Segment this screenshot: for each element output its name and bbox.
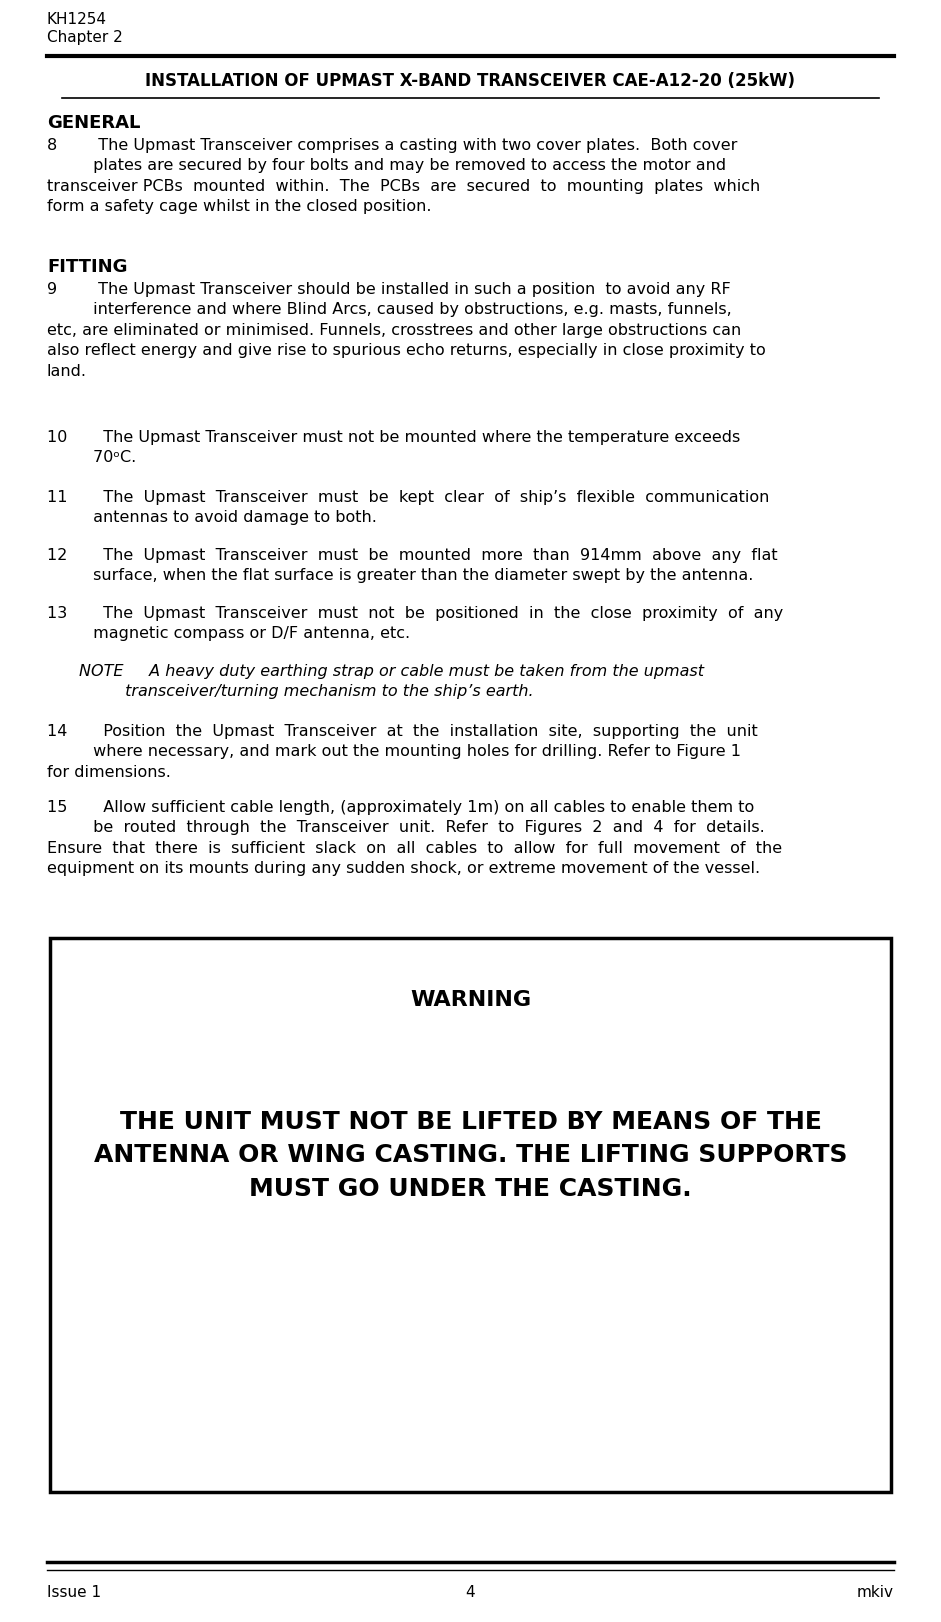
- Text: 10       The Upmast Transceiver must not be mounted where the temperature exceed: 10 The Upmast Transceiver must not be mo…: [47, 430, 741, 466]
- Bar: [50, 938, 891, 1492]
- Text: KH1254: KH1254: [47, 11, 107, 28]
- Text: Chapter 2: Chapter 2: [47, 29, 122, 45]
- Text: THE UNIT MUST NOT BE LIFTED BY MEANS OF THE
ANTENNA OR WING CASTING. THE LIFTING: THE UNIT MUST NOT BE LIFTED BY MEANS OF …: [94, 1109, 847, 1200]
- Text: Issue 1: Issue 1: [47, 1585, 101, 1599]
- Text: mkiv: mkiv: [857, 1585, 894, 1599]
- Text: 11       The  Upmast  Transceiver  must  be  kept  clear  of  ship’s  flexible  : 11 The Upmast Transceiver must be kept c…: [47, 490, 770, 526]
- Text: WARNING: WARNING: [410, 989, 531, 1011]
- Text: FITTING: FITTING: [47, 258, 127, 276]
- Text: 15       Allow sufficient cable length, (approximately 1m) on all cables to enab: 15 Allow sufficient cable length, (appro…: [47, 800, 782, 876]
- Text: 14       Position  the  Upmast  Transceiver  at  the  installation  site,  suppo: 14 Position the Upmast Transceiver at th…: [47, 723, 758, 780]
- Text: 13       The  Upmast  Transceiver  must  not  be  positioned  in  the  close  pr: 13 The Upmast Transceiver must not be po…: [47, 607, 783, 641]
- Text: 9        The Upmast Transceiver should be installed in such a position  to avoid: 9 The Upmast Transceiver should be insta…: [47, 282, 766, 378]
- Text: 8        The Upmast Transceiver comprises a casting with two cover plates.  Both: 8 The Upmast Transceiver comprises a cas…: [47, 138, 760, 214]
- Text: 4: 4: [466, 1585, 475, 1599]
- Text: 12       The  Upmast  Transceiver  must  be  mounted  more  than  914mm  above  : 12 The Upmast Transceiver must be mounte…: [47, 548, 777, 584]
- Text: GENERAL: GENERAL: [47, 114, 140, 131]
- Text: INSTALLATION OF UPMAST X-BAND TRANSCEIVER CAE-A12-20 (25kW): INSTALLATION OF UPMAST X-BAND TRANSCEIVE…: [146, 71, 795, 89]
- Text: NOTE     A heavy duty earthing strap or cable must be taken from the upmast
    : NOTE A heavy duty earthing strap or cabl…: [79, 663, 704, 699]
